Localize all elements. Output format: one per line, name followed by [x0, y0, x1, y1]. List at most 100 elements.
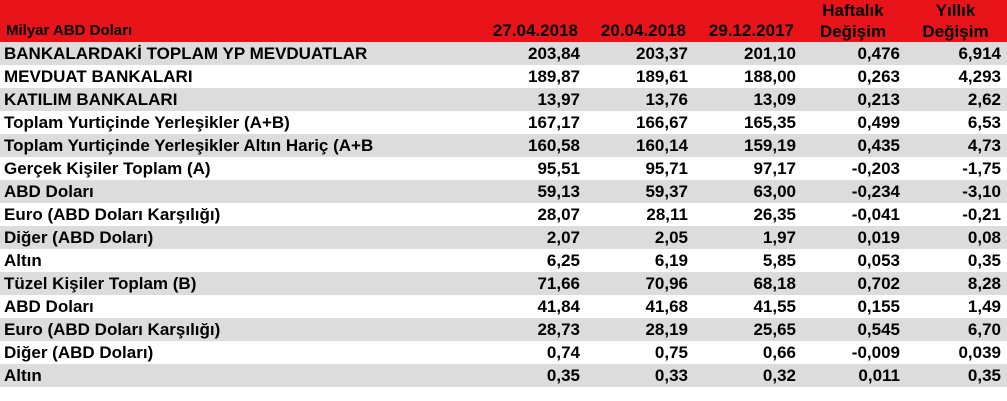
value-cell-date-3: 201,10	[694, 42, 802, 65]
value-cell-date-1: 2,07	[482, 226, 586, 249]
value-cell-date-3: 165,35	[694, 111, 802, 134]
value-cell-date-1: 0,35	[482, 364, 586, 387]
row-label: Diğer (ABD Doları)	[0, 226, 482, 249]
yearly-change-cell: -3,10	[906, 180, 1007, 203]
row-label: Euro (ABD Doları Karşılığı)	[0, 203, 482, 226]
value-cell-date-3: 25,65	[694, 318, 802, 341]
weekly-change-cell: 0,019	[802, 226, 906, 249]
value-cell-date-1: 189,87	[482, 65, 586, 88]
row-label: ABD Doları	[0, 180, 482, 203]
value-cell-date-2: 189,61	[586, 65, 694, 88]
value-cell-date-2: 13,76	[586, 88, 694, 111]
value-cell-date-1: 71,66	[482, 272, 586, 295]
value-cell-date-1: 59,13	[482, 180, 586, 203]
value-cell-date-3: 26,35	[694, 203, 802, 226]
value-cell-date-3: 159,19	[694, 134, 802, 157]
table-row: Diğer (ABD Doları) 2,07 2,05 1,97 0,019 0,08	[0, 226, 1007, 249]
value-cell-date-2: 6,19	[586, 249, 694, 272]
value-cell-date-1: 41,84	[482, 295, 586, 318]
value-cell-date-1: 95,51	[482, 157, 586, 180]
yearly-change-cell: 0,08	[906, 226, 1007, 249]
table-row: Diğer (ABD Doları) 0,74 0,75 0,66 -0,009 0,03…	[0, 341, 1007, 364]
yearly-change-line-1: Yıllık	[935, 1, 976, 20]
column-header-weekly-change: Haftalık Değişim	[802, 0, 906, 42]
row-label: Diğer (ABD Doları)	[0, 341, 482, 364]
value-cell-date-1: 28,07	[482, 203, 586, 226]
value-cell-date-1: 167,17	[482, 111, 586, 134]
value-cell-date-3: 0,32	[694, 364, 802, 387]
column-header-date-1: 27.04.2018	[482, 0, 586, 42]
yearly-change-cell: 6,914	[906, 42, 1007, 65]
row-label: Gerçek Kişiler Toplam (A)	[0, 157, 482, 180]
row-label: Toplam Yurtiçinde Yerleşikler (A+B)	[0, 111, 482, 134]
value-cell-date-2: 28,19	[586, 318, 694, 341]
value-cell-date-3: 63,00	[694, 180, 802, 203]
yearly-change-cell: 8,28	[906, 272, 1007, 295]
value-cell-date-1: 203,84	[482, 42, 586, 65]
yearly-change-cell: -0,21	[906, 203, 1007, 226]
value-cell-date-2: 203,37	[586, 42, 694, 65]
column-header-date-3: 29.12.2017	[694, 0, 802, 42]
value-cell-date-3: 13,09	[694, 88, 802, 111]
table-row: BANKALARDAKİ TOPLAM YP MEVDUATLAR 203,84 2…	[0, 42, 1007, 65]
table-row: Euro (ABD Doları Karşılığı) 28,73 28,19 25,…	[0, 318, 1007, 341]
value-cell-date-1: 28,73	[482, 318, 586, 341]
yearly-change-cell: 4,73	[906, 134, 1007, 157]
yearly-change-cell: 2,62	[906, 88, 1007, 111]
value-cell-date-1: 0,74	[482, 341, 586, 364]
row-label: Toplam Yurtiçinde Yerleşikler Altın Hari…	[0, 134, 482, 157]
weekly-change-cell: 0,155	[802, 295, 906, 318]
yearly-change-cell: 4,293	[906, 65, 1007, 88]
row-label: Altın	[0, 364, 482, 387]
weekly-change-cell: 0,499	[802, 111, 906, 134]
column-header-yearly-change: Yıllık Değişim	[906, 0, 1007, 42]
weekly-change-cell: 0,213	[802, 88, 906, 111]
fx-deposits-table: Milyar ABD Doları 27.04.2018 20.04.2018 …	[0, 0, 1007, 387]
weekly-change-line-1: Haftalık	[822, 1, 884, 20]
table-row: Gerçek Kişiler Toplam (A) 95,51 95,71 97,17…	[0, 157, 1007, 180]
value-cell-date-3: 41,55	[694, 295, 802, 318]
value-cell-date-3: 68,18	[694, 272, 802, 295]
table-row: KATILIM BANKALARI 13,97 13,76 13,09 0,213 2,6…	[0, 88, 1007, 111]
weekly-change-cell: -0,203	[802, 157, 906, 180]
table-row: MEVDUAT BANKALARI 189,87 189,61 188,00 0,263…	[0, 65, 1007, 88]
value-cell-date-2: 28,11	[586, 203, 694, 226]
weekly-change-cell: 0,011	[802, 364, 906, 387]
value-cell-date-3: 188,00	[694, 65, 802, 88]
row-label: ABD Doları	[0, 295, 482, 318]
value-cell-date-1: 160,58	[482, 134, 586, 157]
value-cell-date-3: 0,66	[694, 341, 802, 364]
value-cell-date-2: 0,33	[586, 364, 694, 387]
value-cell-date-2: 2,05	[586, 226, 694, 249]
table-row: Altın 0,35 0,33 0,32 0,011 0,35	[0, 364, 1007, 387]
value-cell-date-2: 0,75	[586, 341, 694, 364]
yearly-change-cell: -1,75	[906, 157, 1007, 180]
weekly-change-cell: -0,009	[802, 341, 906, 364]
weekly-change-cell: 0,263	[802, 65, 906, 88]
value-cell-date-2: 70,96	[586, 272, 694, 295]
yearly-change-line-2: Değişim	[922, 22, 989, 41]
row-label: Tüzel Kişiler Toplam (B)	[0, 272, 482, 295]
table-row: Toplam Yurtiçinde Yerleşikler (A+B) 167,1…	[0, 111, 1007, 134]
value-cell-date-3: 1,97	[694, 226, 802, 249]
yearly-change-cell: 0,039	[906, 341, 1007, 364]
weekly-change-cell: -0,041	[802, 203, 906, 226]
table-row: ABD Doları 41,84 41,68 41,55 0,155 1,49	[0, 295, 1007, 318]
table-header-row: Milyar ABD Doları 27.04.2018 20.04.2018 …	[0, 0, 1007, 42]
weekly-change-cell: 0,435	[802, 134, 906, 157]
value-cell-date-2: 95,71	[586, 157, 694, 180]
row-label: Euro (ABD Doları Karşılığı)	[0, 318, 482, 341]
value-cell-date-3: 97,17	[694, 157, 802, 180]
yearly-change-cell: 0,35	[906, 249, 1007, 272]
value-cell-date-2: 160,14	[586, 134, 694, 157]
weekly-change-cell: 0,053	[802, 249, 906, 272]
unit-label: Milyar ABD Doları	[0, 0, 482, 42]
table-row: Altın 6,25 6,19 5,85 0,053 0,35	[0, 249, 1007, 272]
weekly-change-cell: 0,702	[802, 272, 906, 295]
value-cell-date-2: 41,68	[586, 295, 694, 318]
table-row: Toplam Yurtiçinde Yerleşikler Altın Hari…	[0, 134, 1007, 157]
column-header-date-2: 20.04.2018	[586, 0, 694, 42]
table-row: Tüzel Kişiler Toplam (B) 71,66 70,96 68,18 0…	[0, 272, 1007, 295]
value-cell-date-3: 5,85	[694, 249, 802, 272]
